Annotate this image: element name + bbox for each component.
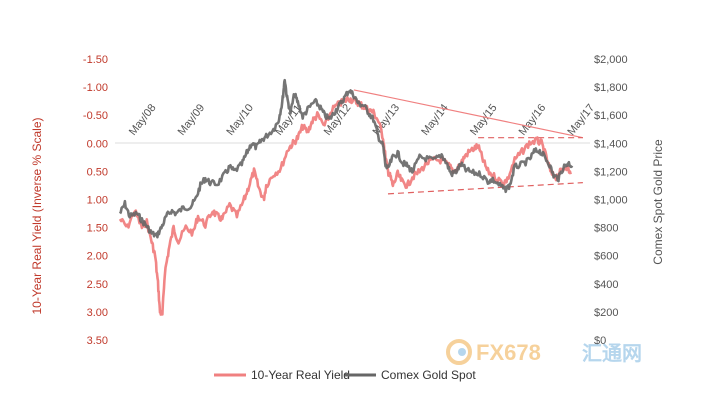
x-tick-label: May/13 [371, 102, 403, 138]
legend-label-gold: Comex Gold Spot [381, 368, 476, 382]
right-tick-label: $1,800 [594, 82, 628, 94]
watermark-emblem-dot [458, 348, 466, 356]
left-tick-label: 0.50 [87, 166, 108, 178]
left-tick-label: 0.00 [87, 138, 108, 150]
series-line-gold [118, 78, 574, 239]
trendline [387, 182, 583, 195]
left-tick-label: 1.00 [87, 195, 108, 207]
series-line-real-yield [118, 96, 572, 316]
right-tick-label: $600 [594, 251, 618, 263]
right-tick-label: $200 [594, 307, 618, 319]
right-tick-label: $1,200 [594, 166, 628, 178]
x-tick-label: May/17 [565, 102, 597, 138]
right-tick-label: $2,000 [594, 54, 628, 66]
left-axis-title: 10-Year Real Yield (Inverse % Scale) [30, 118, 44, 315]
right-tick-label: $1,000 [594, 195, 628, 207]
legend-label-real-yield: 10-Year Real Yield [251, 368, 350, 382]
trendlines [353, 89, 583, 195]
x-tick-label: May/09 [176, 102, 208, 138]
right-axis-title: Comex Spot Gold Price [651, 139, 665, 265]
series-layer [118, 78, 574, 316]
right-axis-ticks: $2,000 $1,800 $1,600 $1,400 $1,200 $1,000 $800… [594, 54, 628, 347]
watermark-cn-text: 汇通网 [582, 341, 642, 365]
right-tick-label: $1,600 [594, 110, 628, 122]
x-tick-label: May/16 [517, 102, 549, 138]
left-tick-label: 3.50 [87, 335, 108, 347]
right-tick-label: $0 [594, 335, 606, 347]
left-tick-label: 2.50 [87, 279, 108, 291]
watermark-emblem-icon [446, 339, 472, 365]
left-tick-label: 2.00 [87, 251, 108, 263]
left-tick-label: 1.50 [87, 223, 108, 235]
left-tick-label: -0.50 [83, 110, 108, 122]
trendline [353, 89, 583, 139]
left-axis-ticks: -1.50 -1.00 -0.50 0.00 0.50 1.00 1.50 2.00 2.50 3… [83, 54, 108, 347]
left-tick-label: 3.00 [87, 307, 108, 319]
x-tick-label: May/10 [224, 102, 256, 138]
left-tick-label: -1.50 [83, 54, 108, 66]
left-tick-label: -1.00 [83, 82, 108, 94]
watermark-logo: FX678 汇通网 [446, 339, 642, 365]
right-tick-label: $1,400 [594, 138, 628, 150]
legend: 10-Year Real Yield Comex Gold Spot [214, 368, 476, 382]
right-tick-label: $400 [594, 279, 618, 291]
x-tick-label: May/08 [127, 102, 159, 138]
watermark-text: FX678 [476, 340, 541, 365]
right-tick-label: $800 [594, 223, 618, 235]
